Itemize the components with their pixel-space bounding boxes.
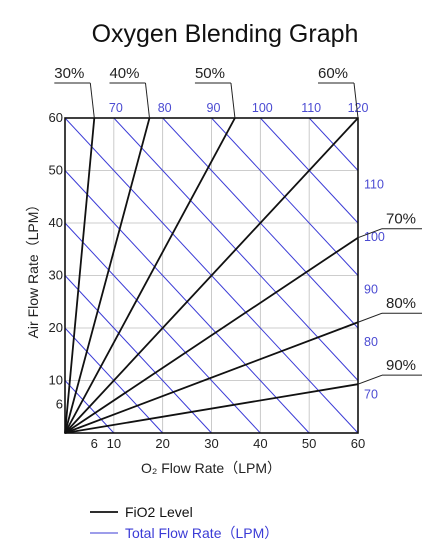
- fio2-line: [64, 117, 96, 434]
- x-tick-label: 60: [351, 436, 365, 451]
- x-tick-label: 40: [253, 436, 267, 451]
- y-tick-label: 10: [49, 373, 63, 388]
- total-flow-right-label: 100: [364, 230, 385, 244]
- x-tick-label: 10: [107, 436, 121, 451]
- total-flow-top-label: 110: [301, 101, 321, 115]
- fio2-leader: [357, 374, 383, 385]
- chart-title: Oxygen Blending Graph: [92, 20, 359, 48]
- fio2-line: [64, 383, 359, 434]
- plot-frame: [64, 117, 359, 434]
- fio2-label: 60%: [318, 65, 348, 82]
- x-tick-label: 6: [91, 436, 98, 451]
- total-flow-top-label: 70: [109, 101, 123, 115]
- fio2-label: 40%: [109, 65, 139, 82]
- total-flow-top-label: 120: [348, 101, 369, 115]
- fio2-leader: [89, 82, 95, 119]
- legend: FiO2 Level Total Flow Rate（LPM）: [90, 504, 278, 541]
- fio2-line: [64, 117, 359, 434]
- y-tick-label: 60: [49, 110, 63, 125]
- fio2-label: 70%: [386, 211, 416, 228]
- fio2-label: 50%: [195, 65, 225, 82]
- total-flow-top-label: 100: [252, 101, 273, 115]
- fio2-leader: [144, 82, 150, 119]
- fio2-leader: [357, 228, 383, 239]
- x-tick-label: 20: [155, 436, 169, 451]
- fio2-lines: [64, 117, 359, 434]
- fio2-label: 30%: [54, 65, 84, 82]
- x-tick-label: 50: [302, 436, 316, 451]
- fio2-leader: [357, 312, 383, 323]
- y-axis-label: Air Flow Rate（LPM）: [25, 198, 41, 339]
- y-tick-label: 50: [49, 163, 63, 178]
- fio2-label: 80%: [386, 295, 416, 312]
- total-flow-right-label: 90: [364, 283, 378, 297]
- legend-flow-label: Total Flow Rate（LPM）: [125, 525, 278, 541]
- total-flow-labels: 70 80 90 100 110 120 110 100 90 80 70: [109, 101, 385, 402]
- fio2-leader: [353, 82, 359, 119]
- fio2-labels: 30% 40% 50% 60% 70% 80% 90%: [54, 65, 422, 385]
- total-flow-right-label: 110: [364, 178, 384, 192]
- fio2-line: [64, 321, 359, 434]
- plot-border: [64, 117, 359, 434]
- tick-labels: 6 10 20 30 40 50 60 6 10 20 30 40 50 60: [49, 110, 366, 451]
- fio2-label: 90%: [386, 357, 416, 374]
- y-tick-label: 40: [49, 215, 63, 230]
- fio2-line: [64, 236, 359, 434]
- fio2-line: [64, 117, 151, 434]
- total-flow-top-label: 80: [158, 101, 172, 115]
- y-tick-label: 30: [49, 268, 63, 283]
- fio2-leader: [230, 82, 236, 119]
- fio2-line: [64, 117, 236, 434]
- x-tick-label: 30: [204, 436, 218, 451]
- x-axis-label: O₂ Flow Rate（LPM）: [141, 460, 281, 476]
- total-flow-right-label: 80: [364, 335, 378, 349]
- y-tick-label: 20: [49, 320, 63, 335]
- total-flow-top-label: 90: [207, 101, 221, 115]
- total-flow-right-label: 70: [364, 388, 378, 402]
- legend-fio2-label: FiO2 Level: [125, 504, 193, 520]
- y-tick-label: 6: [56, 397, 63, 412]
